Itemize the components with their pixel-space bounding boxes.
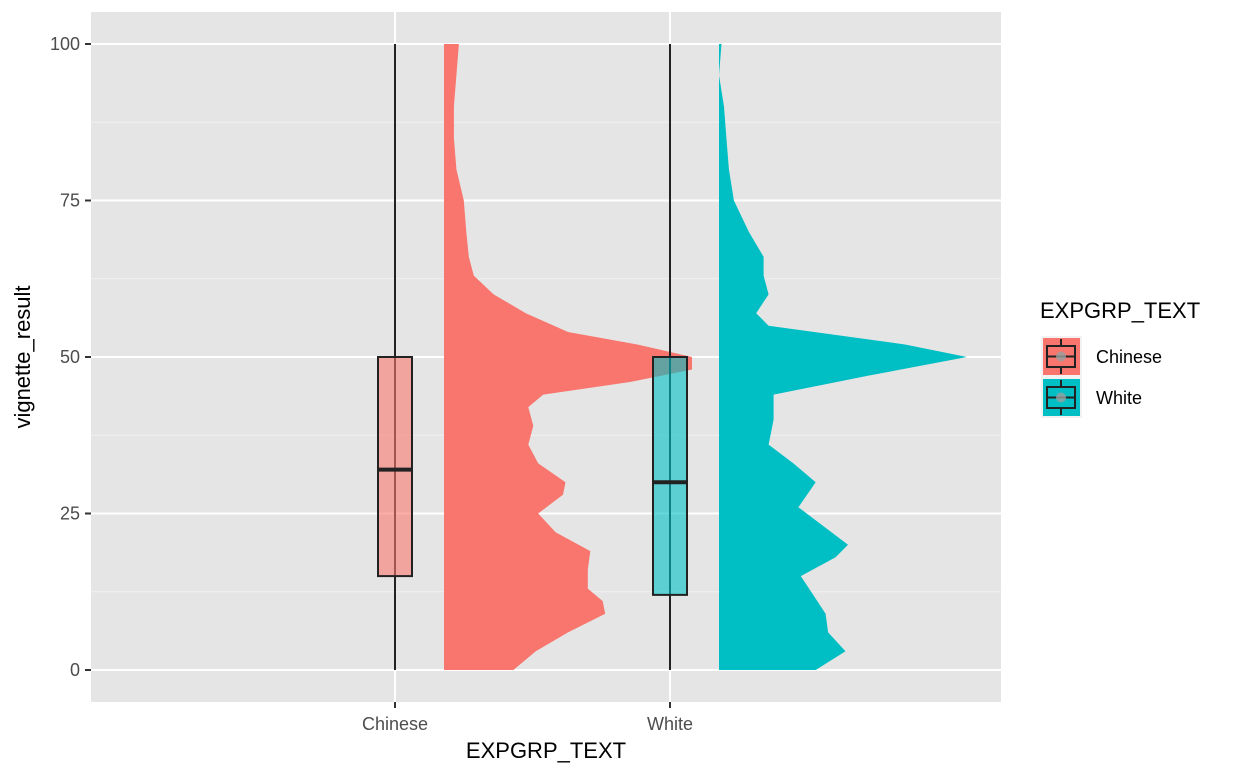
- legend-key-point: [1056, 392, 1066, 403]
- y-tick-label: 0: [70, 660, 80, 680]
- axes: 0 25 50 75 100 Chinese White: [50, 34, 693, 734]
- density-half-violin: [444, 44, 692, 670]
- density-half-violin: [719, 44, 967, 670]
- boxplot-box: [377, 356, 413, 578]
- boxplot-box: [652, 356, 688, 596]
- chart-marks: [377, 44, 967, 670]
- legend-label: Chinese: [1096, 347, 1162, 367]
- y-tick-label: 25: [60, 504, 80, 524]
- x-tick-label: White: [647, 714, 693, 734]
- legend-entry: White: [1041, 377, 1142, 418]
- y-tick-label: 50: [60, 347, 80, 367]
- y-tick-label: 100: [50, 34, 80, 54]
- y-axis-title: vignette_result: [10, 285, 35, 428]
- y-tick-label: 75: [60, 191, 80, 211]
- legend-key-point: [1056, 351, 1066, 362]
- legend-entry: Chinese: [1041, 336, 1162, 377]
- legend-label: White: [1096, 388, 1142, 408]
- legend-title: EXPGRP_TEXT: [1040, 298, 1200, 323]
- x-tick-label: Chinese: [362, 714, 428, 734]
- x-axis-title: EXPGRP_TEXT: [466, 738, 626, 763]
- legend: EXPGRP_TEXT Chinese White: [1040, 298, 1200, 418]
